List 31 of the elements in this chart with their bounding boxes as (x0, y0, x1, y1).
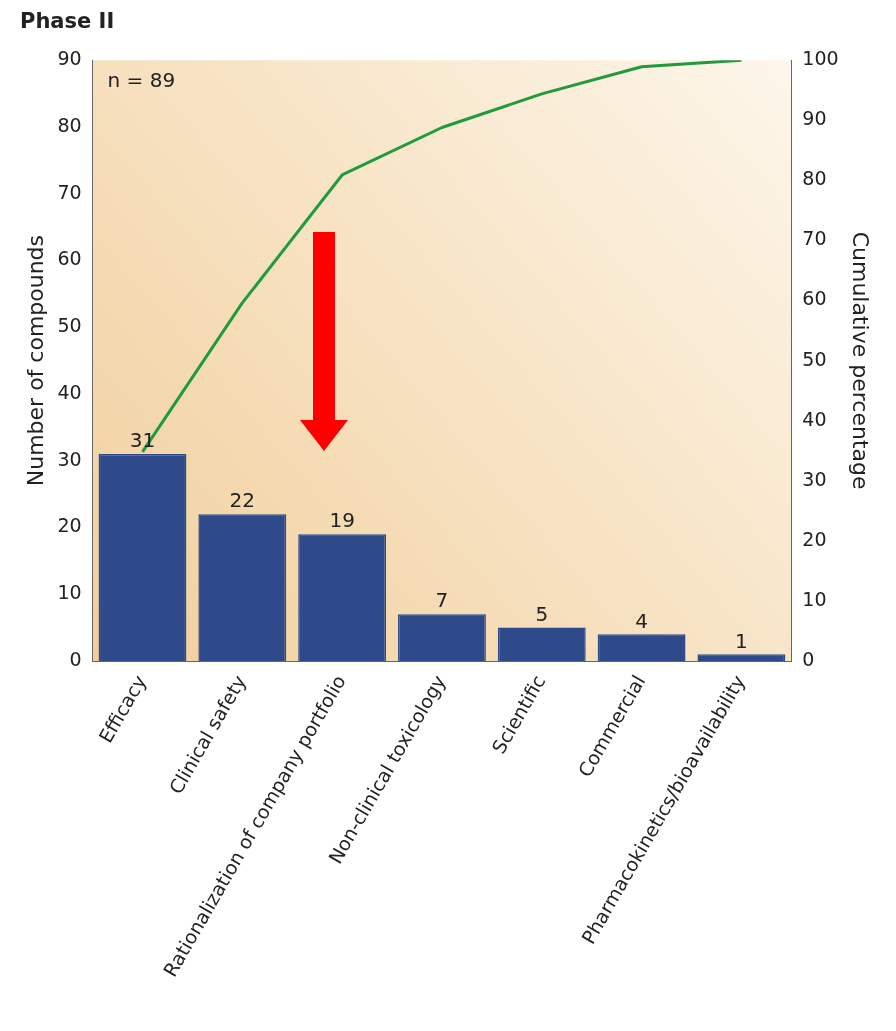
y-tick-label: 60 (57, 247, 82, 270)
y2-tick-label: 50 (802, 347, 827, 370)
y2-tick-label: 60 (802, 287, 827, 310)
data-label: 5 (535, 601, 549, 626)
y2-tick-label: 70 (802, 227, 827, 250)
y2-tick-label: 10 (802, 587, 827, 610)
data-label: 4 (635, 608, 648, 633)
y-tick-label: 40 (57, 380, 82, 403)
y-tick-label: 90 (57, 47, 82, 70)
y2-tick-label: 0 (802, 647, 815, 670)
chart-title: Phase II (20, 9, 115, 34)
y2-tick-label: 100 (802, 47, 839, 70)
y-tick-label: 30 (57, 447, 82, 470)
data-label: 19 (329, 508, 355, 533)
y2-tick-label: 90 (802, 107, 827, 130)
y-axis-title: Number of compounds (22, 234, 48, 487)
y2-axis-title: Cumulative percentage (848, 231, 874, 490)
data-label: 1 (735, 628, 748, 653)
y2-tick-label: 20 (802, 527, 827, 550)
y2-tick-label: 80 (802, 167, 827, 190)
annotation: n = 89 (107, 68, 176, 93)
data-label: 22 (229, 488, 256, 513)
y-tick-label: 10 (57, 581, 82, 604)
y-tick-label: 20 (57, 514, 82, 537)
data-label: 7 (435, 588, 449, 613)
y-tick-label: 50 (57, 314, 82, 337)
y-tick-label: 0 (69, 647, 82, 670)
y2-tick-label: 30 (802, 467, 827, 490)
y-tick-label: 70 (57, 180, 82, 203)
y2-tick-label: 40 (802, 407, 827, 430)
y-tick-label: 80 (57, 113, 82, 136)
